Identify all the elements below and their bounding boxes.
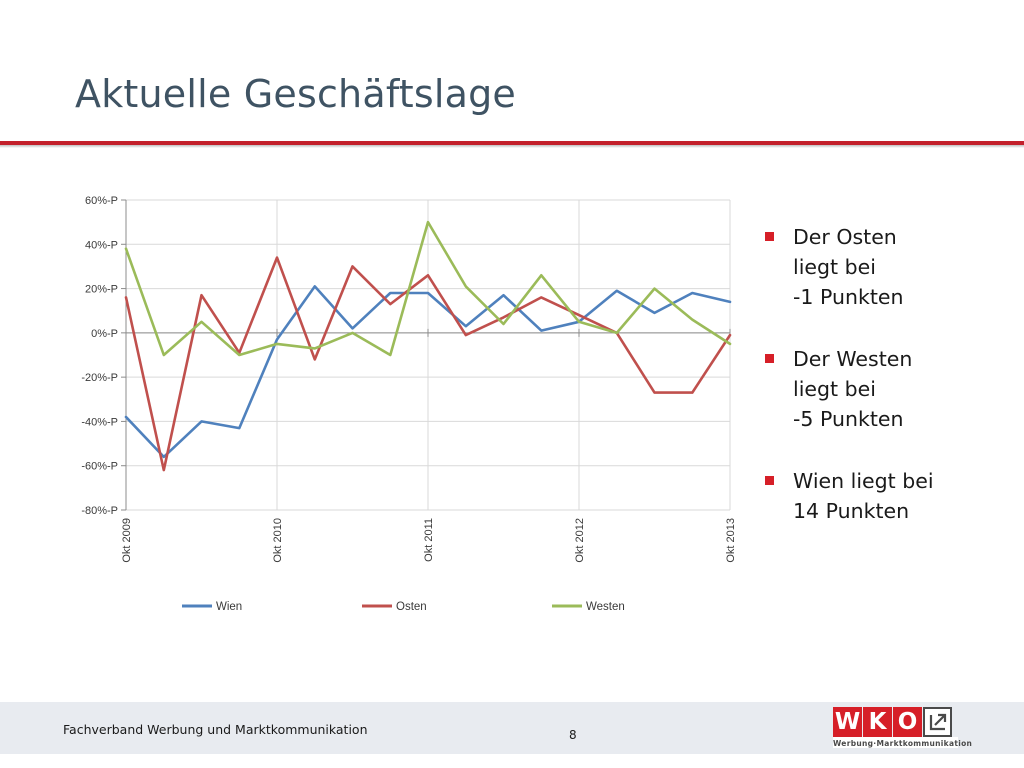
bullet-text: Der Westen liegt bei -5 Punkten: [793, 344, 912, 434]
bullet-text: Wien liegt bei 14 Punkten: [793, 466, 934, 526]
title-divider-shadow: [0, 145, 1024, 148]
y-tick-label: -80%-P: [81, 505, 118, 517]
x-tick-label: Okt 2009: [121, 518, 133, 563]
y-tick-label: 20%-P: [85, 284, 118, 296]
bullet-line: Der Westen: [793, 347, 913, 371]
bullet-text: Der Osten liegt bei -1 Punkten: [793, 222, 903, 312]
footer-organization-text: Fachverband Werbung und Marktkommunikati…: [63, 722, 368, 737]
logo-letter-w: W: [833, 707, 862, 737]
x-tick-label: Okt 2012: [574, 518, 586, 563]
bullet-line: Wien liegt bei: [793, 469, 934, 493]
x-tick-label: Okt 2010: [272, 518, 284, 563]
series-line-wien: [124, 285, 732, 459]
bullet-square-icon: [765, 354, 774, 363]
y-tick-label: 40%-P: [85, 239, 118, 251]
logo-letter-o: O: [893, 707, 922, 737]
arrow-up-right-icon: [923, 707, 952, 737]
wko-logo-letters: W K O: [833, 707, 958, 737]
y-tick-label: -60%-P: [81, 461, 118, 473]
bullet-square-icon: [765, 232, 774, 241]
bullet-line: -5 Punkten: [793, 407, 904, 431]
bullet-item-osten: Der Osten liegt bei -1 Punkten: [765, 222, 1015, 312]
y-tick-label: -20%-P: [81, 372, 118, 384]
x-tick-label: Okt 2013: [725, 518, 737, 563]
slide-title: Aktuelle Geschäftslage: [75, 72, 516, 116]
series-line-westen: [124, 220, 732, 357]
bullet-item-wien: Wien liegt bei 14 Punkten: [765, 466, 1015, 526]
bullet-square-icon: [765, 476, 774, 485]
series-line-osten: [124, 256, 732, 472]
page-number: 8: [569, 728, 577, 742]
bullet-line: liegt bei: [793, 377, 876, 401]
line-chart-svg: 60%-P 40%-P 20%-P 0%-P -20%-P -40%-P -60%-P -80…: [81, 195, 737, 613]
bullet-item-westen: Der Westen liegt bei -5 Punkten: [765, 344, 1015, 434]
logo-letter-k: K: [863, 707, 892, 737]
bullet-line: -1 Punkten: [793, 285, 904, 309]
y-tick-label: 60%-P: [85, 195, 118, 207]
legend-label-osten: Osten: [396, 601, 427, 613]
legend-label-wien: Wien: [216, 601, 242, 613]
line-chart: 60%-P 40%-P 20%-P 0%-P -20%-P -40%-P -60%-P -80…: [60, 180, 750, 630]
bullet-line: Der Osten: [793, 225, 897, 249]
title-divider-red: [0, 141, 1024, 145]
wko-logo: W K O Werbung·Marktkommunikation: [833, 707, 973, 751]
logo-tagline: Werbung·Marktkommunikation: [833, 737, 973, 748]
bullet-list: Der Osten liegt bei -1 Punkten Der Weste…: [765, 222, 1015, 558]
legend-label-westen: Westen: [586, 601, 625, 613]
bullet-line: liegt bei: [793, 255, 876, 279]
x-tick-label: Okt 2011: [423, 518, 435, 562]
y-tick-label: 0%-P: [91, 328, 118, 340]
footer-bar: Fachverband Werbung und Marktkommunikati…: [0, 702, 1024, 754]
y-tick-label: -40%-P: [81, 416, 118, 428]
bullet-line: 14 Punkten: [793, 499, 910, 523]
